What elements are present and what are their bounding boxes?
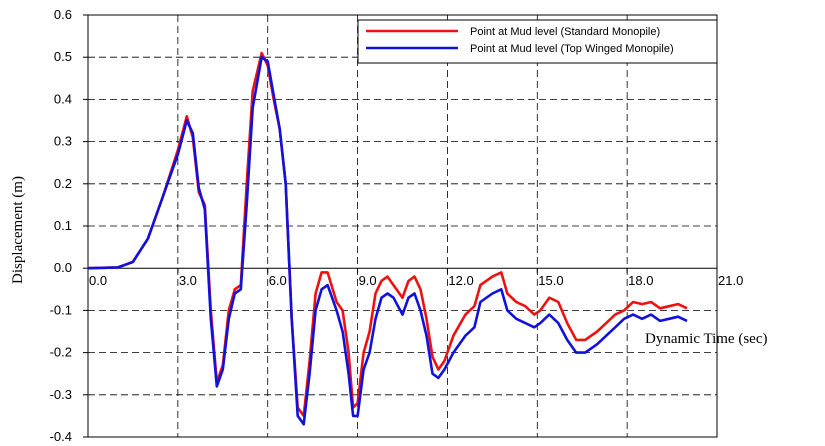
y-axis-label: Displacement (m) [10, 176, 26, 284]
y-tick-label: -0.1 [50, 302, 72, 317]
grid-lines [88, 15, 717, 437]
y-tick-label: 0.1 [54, 218, 72, 233]
x-tick-label: 3.0 [179, 273, 197, 288]
x-tick-label: 21.0 [718, 273, 743, 288]
y-tick-label: 0.2 [54, 176, 72, 191]
x-tick-label: 12.0 [448, 273, 473, 288]
legend-label-top-winged: Point at Mud level (Top Winged Monopile) [470, 43, 674, 55]
y-tick-label: -0.4 [50, 429, 72, 444]
legend-label-standard: Point at Mud level (Standard Monopile) [470, 26, 660, 38]
y-tick-label: -0.2 [50, 345, 72, 360]
y-tick-label: -0.3 [50, 387, 72, 402]
x-axis-label: Dynamic Time (sec) [645, 331, 767, 347]
x-tick-label: 18.0 [628, 273, 653, 288]
y-tick-label: 0.0 [54, 260, 72, 275]
x-tick-label: 15.0 [538, 273, 563, 288]
y-tick-labels: 0.6 0.5 0.4 0.3 0.2 0.1 0.0 -0.1 -0.2 -0.3 -0.4 [50, 7, 88, 444]
x-tick-label: 9.0 [359, 273, 377, 288]
series-lines [87, 51, 688, 426]
legend: Point at Mud level (Standard Monopile) P… [357, 19, 718, 64]
y-tick-label: 0.5 [54, 49, 72, 64]
y-tick-label: 0.6 [54, 7, 72, 22]
x-tick-label: 6.0 [269, 273, 287, 288]
legend-box [357, 19, 718, 64]
y-tick-label: 0.4 [54, 91, 72, 106]
series-line-top-winged [87, 55, 688, 426]
x-tick-labels: 0.0 3.0 6.0 9.0 12.0 15.0 18.0 21.0 [87, 268, 743, 288]
x-tick-label: 0.0 [89, 273, 107, 288]
y-tick-label: 0.3 [54, 134, 72, 149]
